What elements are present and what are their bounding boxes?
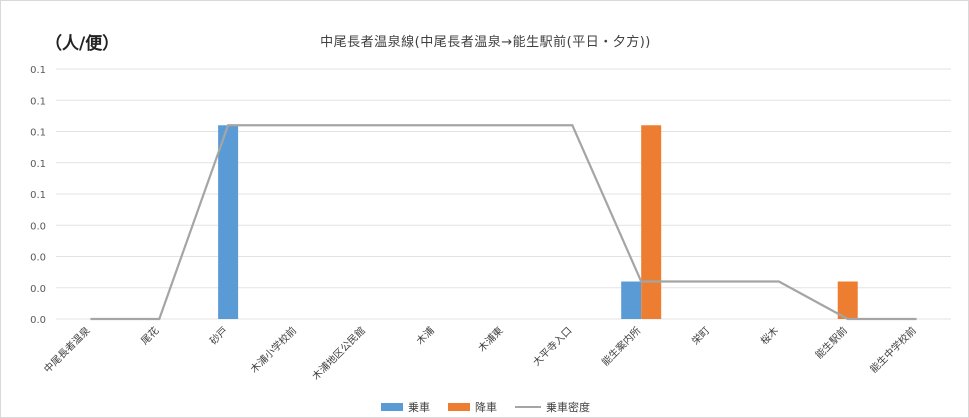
x-tick-label: 能生中学校前	[867, 324, 919, 376]
x-tick-label: 砂戸	[207, 324, 230, 347]
y-unit-label: （人/便）	[45, 34, 120, 54]
y-tick-label: 0.1	[30, 128, 46, 139]
x-tick-label: 中尾長者温泉	[41, 324, 93, 376]
bar-alighting	[641, 125, 662, 319]
y-tick-label: 0.1	[30, 96, 46, 107]
legend-swatch-alighting	[448, 403, 470, 411]
legend-swatch-density	[515, 406, 541, 408]
y-tick-label: 0.0	[30, 221, 46, 232]
chart-plot: 0.0 0.0 0.0 0.0 0.1 0.1 0.1 0.1 0.1 中尾長者温泉 尾花 砂戸 木浦小…	[30, 65, 951, 383]
y-tick-label: 0.0	[30, 253, 46, 264]
bar-alighting	[837, 281, 858, 319]
bar-boarding	[218, 125, 239, 319]
x-tick-label: 桜木	[758, 324, 781, 347]
x-tick-label: 能生駅前	[812, 324, 849, 361]
x-tick-label: 能生案内所	[599, 324, 644, 369]
legend-swatch-boarding	[381, 403, 403, 411]
x-tick-label: 尾花	[138, 324, 161, 347]
chart-legend: 乗車 降車 乗車密度	[1, 399, 969, 415]
legend-item-density: 乗車密度	[515, 399, 590, 415]
y-tick-label: 0.1	[30, 65, 46, 76]
x-tick-label: 栄町	[690, 325, 713, 348]
y-tick-label: 0.0	[30, 284, 46, 295]
bar-boarding	[621, 281, 642, 319]
legend-label-alighting: 降車	[475, 401, 497, 414]
y-tick-label: 0.1	[30, 190, 46, 201]
line-density	[90, 124, 917, 321]
legend-item-alighting: 降車	[448, 399, 497, 415]
x-tick-label: 木浦	[413, 324, 436, 347]
x-tick-label: 大平寺入口	[530, 324, 575, 369]
y-tick-label: 0.1	[30, 159, 46, 170]
x-tick-label: 木浦地区公民館	[309, 324, 368, 383]
legend-item-boarding: 乗車	[381, 399, 430, 415]
y-tick-label: 0.0	[30, 315, 46, 326]
x-tick-label: 木浦小学校前	[247, 324, 299, 376]
x-tick-label: 木浦東	[475, 324, 505, 354]
chart-title: 中尾長者温泉線(中尾長者温泉→能生駅前(平日・夕方))	[320, 35, 651, 50]
legend-label-boarding: 乗車	[408, 401, 430, 414]
legend-label-density: 乗車密度	[546, 401, 590, 414]
